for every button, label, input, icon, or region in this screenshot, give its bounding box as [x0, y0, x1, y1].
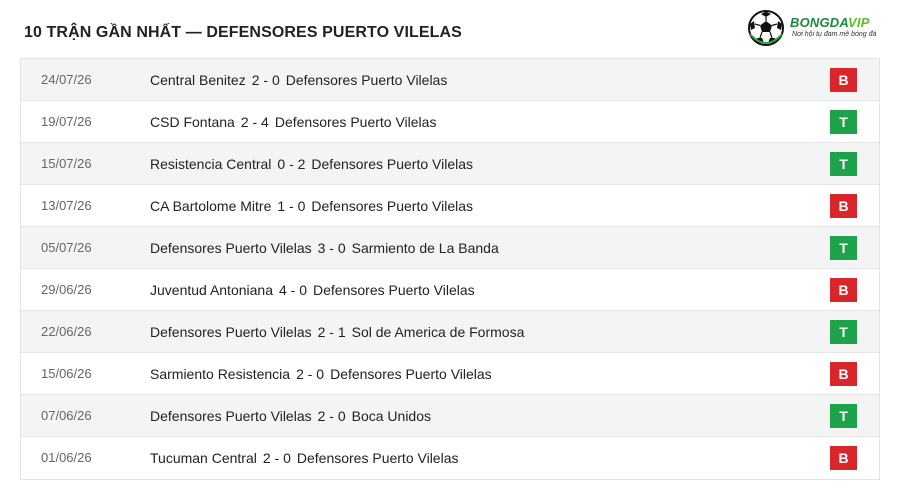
away-team[interactable]: Defensores Puerto Vilelas [311, 156, 474, 172]
result-badge: B [830, 278, 857, 302]
match-fixture: Tucuman Central 2 - 0 Defensores Puerto Vi… [150, 437, 458, 479]
match-date: 29/06/26 [41, 282, 92, 297]
match-score: 2 - 0 [262, 450, 291, 466]
match-row[interactable]: 22/06/26 Defensores Puerto Vilelas 2 - 1 So… [21, 311, 879, 353]
result-badge: T [830, 236, 857, 260]
home-team[interactable]: Defensores Puerto Vilelas [150, 324, 312, 340]
brand-tagline: Nơi hội tụ đam mê bóng đá [792, 31, 877, 38]
match-row[interactable]: 19/07/26 CSD Fontana 2 - 4 Defensores Puert… [21, 101, 879, 143]
home-team[interactable]: Sarmiento Resistencia [150, 366, 291, 382]
match-row[interactable]: 07/06/26 Defensores Puerto Vilelas 2 - 0 Bo… [21, 395, 879, 437]
away-team[interactable]: Sol de America de Formosa [351, 324, 525, 340]
match-fixture: CSD Fontana 2 - 4 Defensores Puerto Vilela… [150, 101, 436, 143]
match-fixture: Sarmiento Resistencia 2 - 0 Defensores Pue… [150, 353, 492, 395]
brand-logo[interactable]: BONGDAVIP Nơi hội tụ đam mê bóng đá [746, 8, 886, 48]
match-date: 07/06/26 [41, 408, 92, 423]
page-title: 10 TRẬN GẦN NHẤT — DEFENSORES PUERTO VIL… [24, 24, 462, 41]
away-team[interactable]: Defensores Puerto Vilelas [274, 114, 437, 130]
match-row[interactable]: 15/07/26 Resistencia Central 0 - 2 Defensor… [21, 143, 879, 185]
result-badge: B [830, 194, 857, 218]
home-team[interactable]: CA Bartolome Mitre [150, 198, 272, 214]
away-team[interactable]: Defensores Puerto Vilelas [296, 450, 459, 466]
home-team[interactable]: Central Benitez [150, 72, 246, 88]
match-fixture: Juventud Antoniana 4 - 0 Defensores Puerto… [150, 269, 475, 311]
result-badge: T [830, 320, 857, 344]
match-row[interactable]: 01/06/26 Tucuman Central 2 - 0 Defensores P… [21, 437, 879, 479]
soccer-ball-icon [748, 10, 784, 46]
result-badge: T [830, 152, 857, 176]
match-row[interactable]: 05/07/26 Defensores Puerto Vilelas 3 - 0 Sa… [21, 227, 879, 269]
away-team[interactable]: Defensores Puerto Vilelas [285, 72, 448, 88]
match-fixture: Resistencia Central 0 - 2 Defensores Puert… [150, 143, 473, 185]
match-date: 13/07/26 [41, 198, 92, 213]
away-team[interactable]: Defensores Puerto Vilelas [330, 366, 492, 382]
match-date: 22/06/26 [41, 324, 92, 339]
away-team[interactable]: Defensores Puerto Vilelas [311, 198, 473, 214]
match-date: 19/07/26 [41, 114, 92, 129]
match-score: 1 - 0 [277, 198, 306, 214]
match-score: 0 - 2 [277, 156, 306, 172]
away-team[interactable]: Defensores Puerto Vilelas [313, 282, 475, 298]
match-score: 2 - 0 [296, 366, 325, 382]
match-date: 24/07/26 [41, 72, 92, 87]
brand-name: BONGDAVIP [790, 15, 870, 30]
home-team[interactable]: Defensores Puerto Vilelas [150, 240, 312, 256]
match-date: 01/06/26 [41, 450, 92, 465]
match-score: 2 - 4 [240, 114, 269, 130]
brand-name-part2: VIP [848, 15, 870, 30]
match-score: 2 - 0 [251, 72, 280, 88]
match-date: 05/07/26 [41, 240, 92, 255]
match-score: 2 - 1 [317, 324, 346, 340]
match-row[interactable]: 15/06/26 Sarmiento Resistencia 2 - 0 Defens… [21, 353, 879, 395]
result-badge: T [830, 404, 857, 428]
match-list: 24/07/26 Central Benitez 2 - 0 Defensores P… [20, 58, 880, 480]
home-team[interactable]: Juventud Antoniana [150, 282, 273, 298]
match-fixture: Defensores Puerto Vilelas 2 - 0 Boca Unido… [150, 395, 431, 437]
match-score: 4 - 0 [279, 282, 308, 298]
match-fixture: CA Bartolome Mitre 1 - 0 Defensores Puerto… [150, 185, 473, 227]
away-team[interactable]: Boca Unidos [351, 408, 432, 424]
result-badge: T [830, 110, 857, 134]
match-row[interactable]: 29/06/26 Juventud Antoniana 4 - 0 Defensore… [21, 269, 879, 311]
match-row[interactable]: 13/07/26 CA Bartolome Mitre 1 - 0 Defensore… [21, 185, 879, 227]
match-date: 15/06/26 [41, 366, 92, 381]
result-badge: B [830, 68, 857, 92]
brand-name-part1: BONGDA [790, 15, 849, 30]
match-fixture: Central Benitez 2 - 0 Defensores Puerto Vi… [150, 59, 447, 101]
match-fixture: Defensores Puerto Vilelas 2 - 1 Sol de Ame… [150, 311, 524, 353]
home-team[interactable]: Defensores Puerto Vilelas [150, 408, 312, 424]
result-badge: B [830, 362, 857, 386]
match-fixture: Defensores Puerto Vilelas 3 - 0 Sarmiento … [150, 227, 499, 269]
result-badge: B [830, 446, 857, 470]
home-team[interactable]: Resistencia Central [150, 156, 272, 172]
match-date: 15/07/26 [41, 156, 92, 171]
match-score: 2 - 0 [317, 408, 346, 424]
away-team[interactable]: Sarmiento de La Banda [351, 240, 499, 256]
home-team[interactable]: Tucuman Central [150, 450, 257, 466]
home-team[interactable]: CSD Fontana [150, 114, 235, 130]
match-row[interactable]: 24/07/26 Central Benitez 2 - 0 Defensores P… [21, 59, 879, 101]
match-score: 3 - 0 [317, 240, 346, 256]
